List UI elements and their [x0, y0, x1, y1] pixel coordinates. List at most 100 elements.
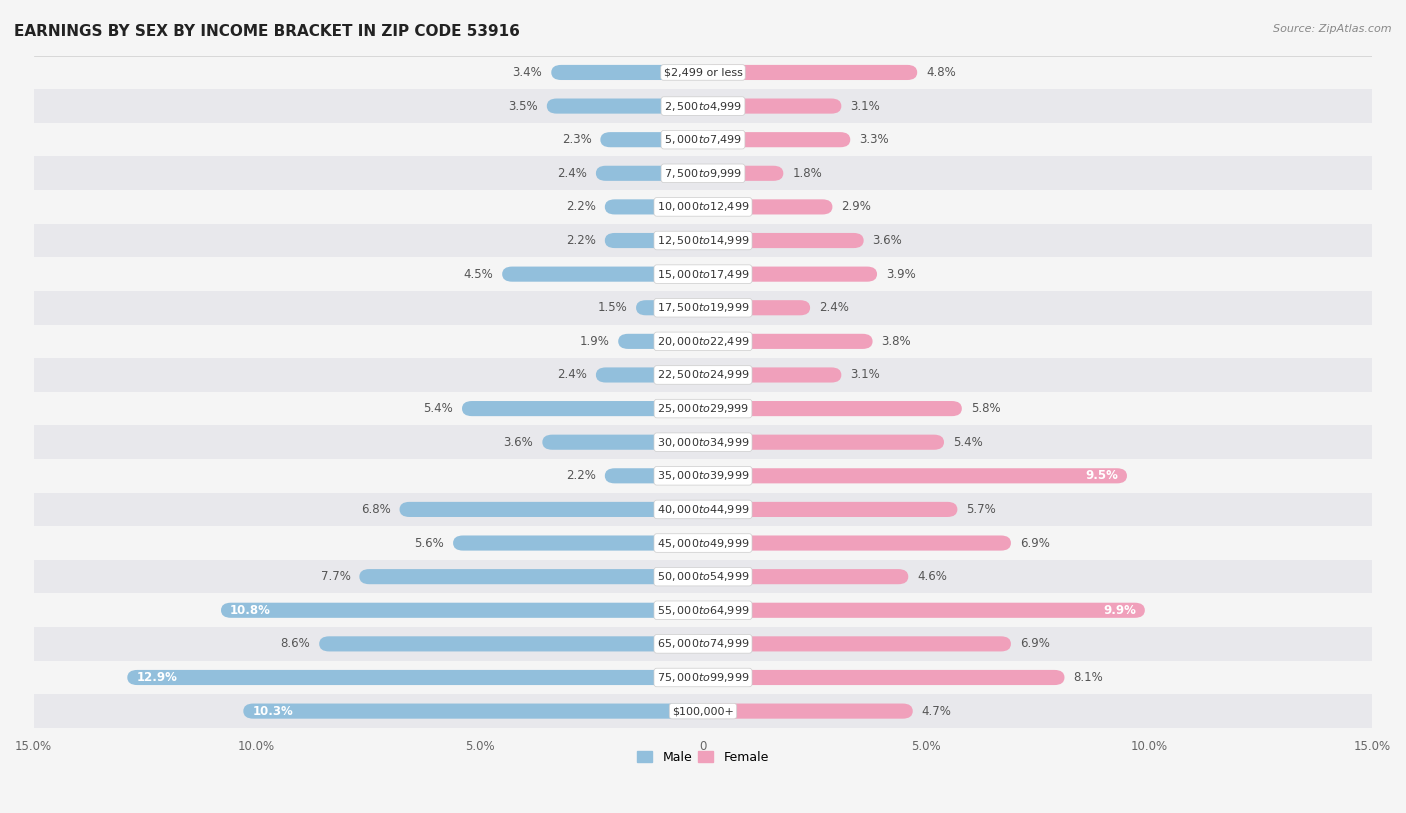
FancyBboxPatch shape [605, 468, 703, 484]
Bar [34, 459, 1372, 493]
FancyBboxPatch shape [543, 435, 703, 450]
FancyBboxPatch shape [703, 334, 873, 349]
Text: $2,499 or less: $2,499 or less [664, 67, 742, 77]
Text: 3.5%: 3.5% [508, 99, 538, 112]
Text: $40,000 to $44,999: $40,000 to $44,999 [657, 503, 749, 516]
Text: 10.8%: 10.8% [231, 604, 271, 617]
FancyBboxPatch shape [703, 435, 943, 450]
FancyBboxPatch shape [703, 468, 1128, 484]
FancyBboxPatch shape [463, 401, 703, 416]
Text: 6.9%: 6.9% [1019, 537, 1050, 550]
Bar [34, 493, 1372, 526]
Text: 2.2%: 2.2% [567, 469, 596, 482]
FancyBboxPatch shape [600, 133, 703, 147]
FancyBboxPatch shape [636, 300, 703, 315]
FancyBboxPatch shape [221, 602, 703, 618]
FancyBboxPatch shape [619, 334, 703, 349]
Text: $55,000 to $64,999: $55,000 to $64,999 [657, 604, 749, 617]
Text: 3.1%: 3.1% [851, 368, 880, 381]
Text: 4.8%: 4.8% [927, 66, 956, 79]
Text: 3.4%: 3.4% [513, 66, 543, 79]
Text: 6.8%: 6.8% [361, 503, 391, 516]
Text: 1.8%: 1.8% [792, 167, 823, 180]
Text: 10.3%: 10.3% [252, 705, 292, 718]
Text: 6.9%: 6.9% [1019, 637, 1050, 650]
Text: $25,000 to $29,999: $25,000 to $29,999 [657, 402, 749, 415]
Text: $22,500 to $24,999: $22,500 to $24,999 [657, 368, 749, 381]
Text: 8.6%: 8.6% [281, 637, 311, 650]
FancyBboxPatch shape [703, 502, 957, 517]
FancyBboxPatch shape [243, 703, 703, 719]
Text: 4.6%: 4.6% [917, 570, 948, 583]
FancyBboxPatch shape [703, 166, 783, 180]
Text: 2.4%: 2.4% [557, 167, 586, 180]
FancyBboxPatch shape [703, 637, 1011, 651]
Text: $75,000 to $99,999: $75,000 to $99,999 [657, 671, 749, 684]
FancyBboxPatch shape [703, 133, 851, 147]
FancyBboxPatch shape [502, 267, 703, 281]
Text: $35,000 to $39,999: $35,000 to $39,999 [657, 469, 749, 482]
FancyBboxPatch shape [547, 98, 703, 114]
Text: 3.9%: 3.9% [886, 267, 915, 280]
Bar [34, 156, 1372, 190]
Text: 1.9%: 1.9% [579, 335, 609, 348]
Text: 3.6%: 3.6% [873, 234, 903, 247]
Text: $12,500 to $14,999: $12,500 to $14,999 [657, 234, 749, 247]
Bar [34, 593, 1372, 627]
FancyBboxPatch shape [551, 65, 703, 80]
Text: 1.5%: 1.5% [598, 302, 627, 315]
FancyBboxPatch shape [128, 670, 703, 685]
FancyBboxPatch shape [703, 602, 1144, 618]
Text: 2.3%: 2.3% [561, 133, 592, 146]
Bar [34, 560, 1372, 593]
FancyBboxPatch shape [703, 98, 841, 114]
FancyBboxPatch shape [703, 65, 917, 80]
FancyBboxPatch shape [703, 267, 877, 281]
Bar [34, 661, 1372, 694]
Text: EARNINGS BY SEX BY INCOME BRACKET IN ZIP CODE 53916: EARNINGS BY SEX BY INCOME BRACKET IN ZIP… [14, 24, 520, 39]
FancyBboxPatch shape [703, 703, 912, 719]
FancyBboxPatch shape [399, 502, 703, 517]
FancyBboxPatch shape [596, 166, 703, 180]
Text: 2.2%: 2.2% [567, 201, 596, 213]
FancyBboxPatch shape [596, 367, 703, 383]
Text: 4.5%: 4.5% [464, 267, 494, 280]
Text: Source: ZipAtlas.com: Source: ZipAtlas.com [1274, 24, 1392, 34]
Text: $100,000+: $100,000+ [672, 706, 734, 716]
Text: 8.1%: 8.1% [1073, 671, 1104, 684]
Text: 2.4%: 2.4% [557, 368, 586, 381]
Bar [34, 359, 1372, 392]
Text: 7.7%: 7.7% [321, 570, 350, 583]
Text: $7,500 to $9,999: $7,500 to $9,999 [664, 167, 742, 180]
Text: 5.6%: 5.6% [415, 537, 444, 550]
Text: $45,000 to $49,999: $45,000 to $49,999 [657, 537, 749, 550]
Text: $2,500 to $4,999: $2,500 to $4,999 [664, 99, 742, 112]
FancyBboxPatch shape [319, 637, 703, 651]
Text: $17,500 to $19,999: $17,500 to $19,999 [657, 302, 749, 315]
Text: $50,000 to $54,999: $50,000 to $54,999 [657, 570, 749, 583]
Text: 3.8%: 3.8% [882, 335, 911, 348]
Text: 5.4%: 5.4% [953, 436, 983, 449]
Bar [34, 123, 1372, 156]
Bar [34, 425, 1372, 459]
Text: $10,000 to $12,499: $10,000 to $12,499 [657, 201, 749, 213]
FancyBboxPatch shape [605, 233, 703, 248]
Bar [34, 291, 1372, 324]
FancyBboxPatch shape [453, 536, 703, 550]
Bar [34, 224, 1372, 258]
Text: 9.9%: 9.9% [1104, 604, 1136, 617]
Text: 9.5%: 9.5% [1085, 469, 1118, 482]
Bar [34, 526, 1372, 560]
Bar [34, 324, 1372, 359]
FancyBboxPatch shape [703, 536, 1011, 550]
Text: $65,000 to $74,999: $65,000 to $74,999 [657, 637, 749, 650]
Text: 2.4%: 2.4% [820, 302, 849, 315]
FancyBboxPatch shape [703, 233, 863, 248]
Text: 4.7%: 4.7% [922, 705, 952, 718]
FancyBboxPatch shape [703, 199, 832, 215]
Text: $20,000 to $22,499: $20,000 to $22,499 [657, 335, 749, 348]
Text: 12.9%: 12.9% [136, 671, 177, 684]
Text: 3.3%: 3.3% [859, 133, 889, 146]
Bar [34, 190, 1372, 224]
FancyBboxPatch shape [703, 670, 1064, 685]
